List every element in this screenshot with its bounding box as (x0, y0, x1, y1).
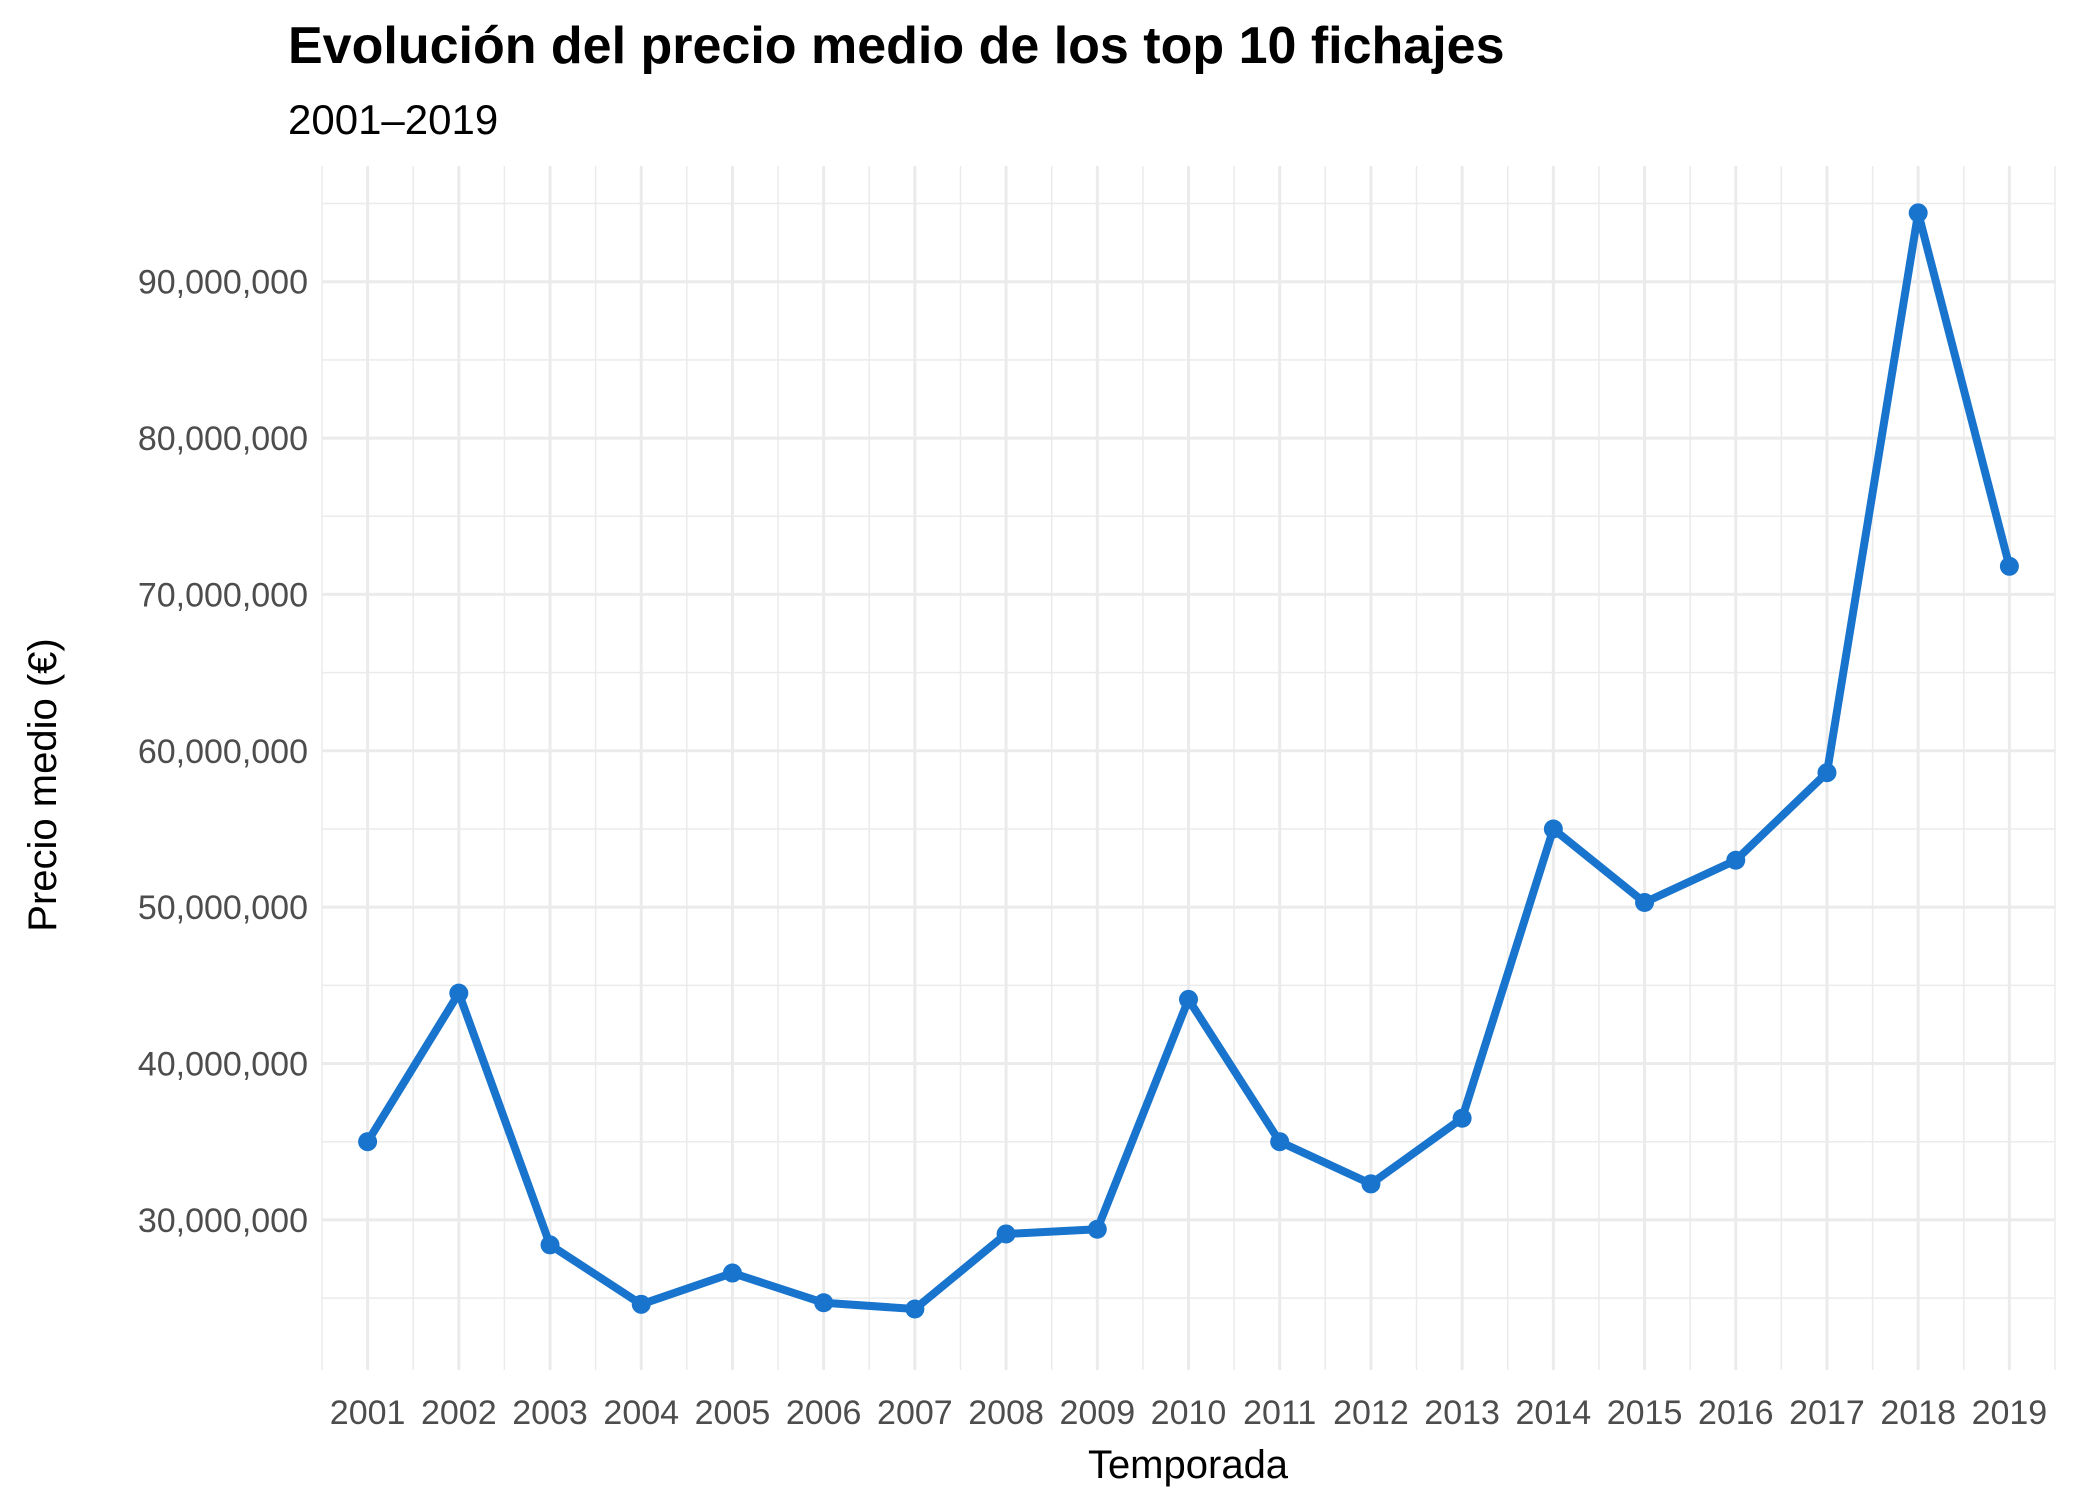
data-point (905, 1299, 925, 1319)
y-axis-title: Precio medio (€) (21, 638, 65, 931)
x-tick-label: 2007 (877, 1394, 953, 1432)
x-tick-label: 2002 (421, 1394, 497, 1432)
y-tick-label: 70,000,000 (138, 576, 308, 614)
y-tick-label: 80,000,000 (138, 420, 308, 458)
data-point (1726, 850, 1746, 870)
x-axis-title: Temporada (1088, 1443, 1289, 1487)
data-points (358, 203, 2019, 1319)
x-tick-label: 2016 (1698, 1394, 1774, 1432)
x-tick-label: 2004 (603, 1394, 679, 1432)
data-point (1817, 763, 1837, 783)
x-tick-label: 2009 (1059, 1394, 1135, 1432)
x-tick-label: 2018 (1880, 1394, 1956, 1432)
chart-subtitle: 2001–2019 (288, 96, 499, 143)
x-tick-label: 2005 (695, 1394, 771, 1432)
x-tick-label: 2006 (786, 1394, 862, 1432)
data-point (1087, 1219, 1107, 1239)
grid-major (322, 166, 2055, 1370)
y-tick-label: 30,000,000 (138, 1202, 308, 1240)
data-point (1908, 203, 1928, 223)
data-point (1452, 1108, 1472, 1128)
data-point (358, 1132, 378, 1152)
data-point (1179, 989, 1198, 1009)
y-tick-label: 50,000,000 (138, 889, 308, 927)
x-tick-label: 2014 (1516, 1394, 1592, 1432)
data-point (1999, 556, 2019, 576)
y-tick-label: 90,000,000 (138, 264, 308, 302)
x-tick-label: 2019 (1972, 1394, 2048, 1432)
y-axis-ticks: 30,000,000 40,000,000 50,000,000 60,000,000… (138, 264, 308, 1240)
data-point (814, 1293, 834, 1313)
data-point (540, 1235, 560, 1255)
x-tick-label: 2001 (330, 1394, 406, 1432)
x-axis-ticks: 2001 2002 2003 2004 2005 2006 2007 2008 2009 2010… (330, 1394, 2047, 1432)
chart-title: Evolución del precio medio de los top 10… (288, 17, 1505, 75)
data-point (722, 1263, 742, 1283)
data-point (631, 1294, 651, 1314)
data-point (996, 1224, 1016, 1244)
data-point (1635, 892, 1655, 912)
x-tick-label: 2010 (1151, 1394, 1227, 1432)
data-point (1361, 1174, 1381, 1194)
x-tick-label: 2017 (1789, 1394, 1865, 1432)
data-point (449, 983, 469, 1003)
x-tick-label: 2003 (512, 1394, 588, 1432)
y-tick-label: 40,000,000 (138, 1046, 308, 1084)
data-point (1270, 1132, 1290, 1152)
x-tick-label: 2013 (1424, 1394, 1500, 1432)
x-tick-label: 2008 (968, 1394, 1044, 1432)
x-tick-label: 2015 (1607, 1394, 1683, 1432)
y-tick-label: 60,000,000 (138, 733, 308, 771)
data-point (1543, 819, 1563, 839)
x-tick-label: 2012 (1333, 1394, 1409, 1432)
x-tick-label: 2011 (1243, 1394, 1316, 1432)
